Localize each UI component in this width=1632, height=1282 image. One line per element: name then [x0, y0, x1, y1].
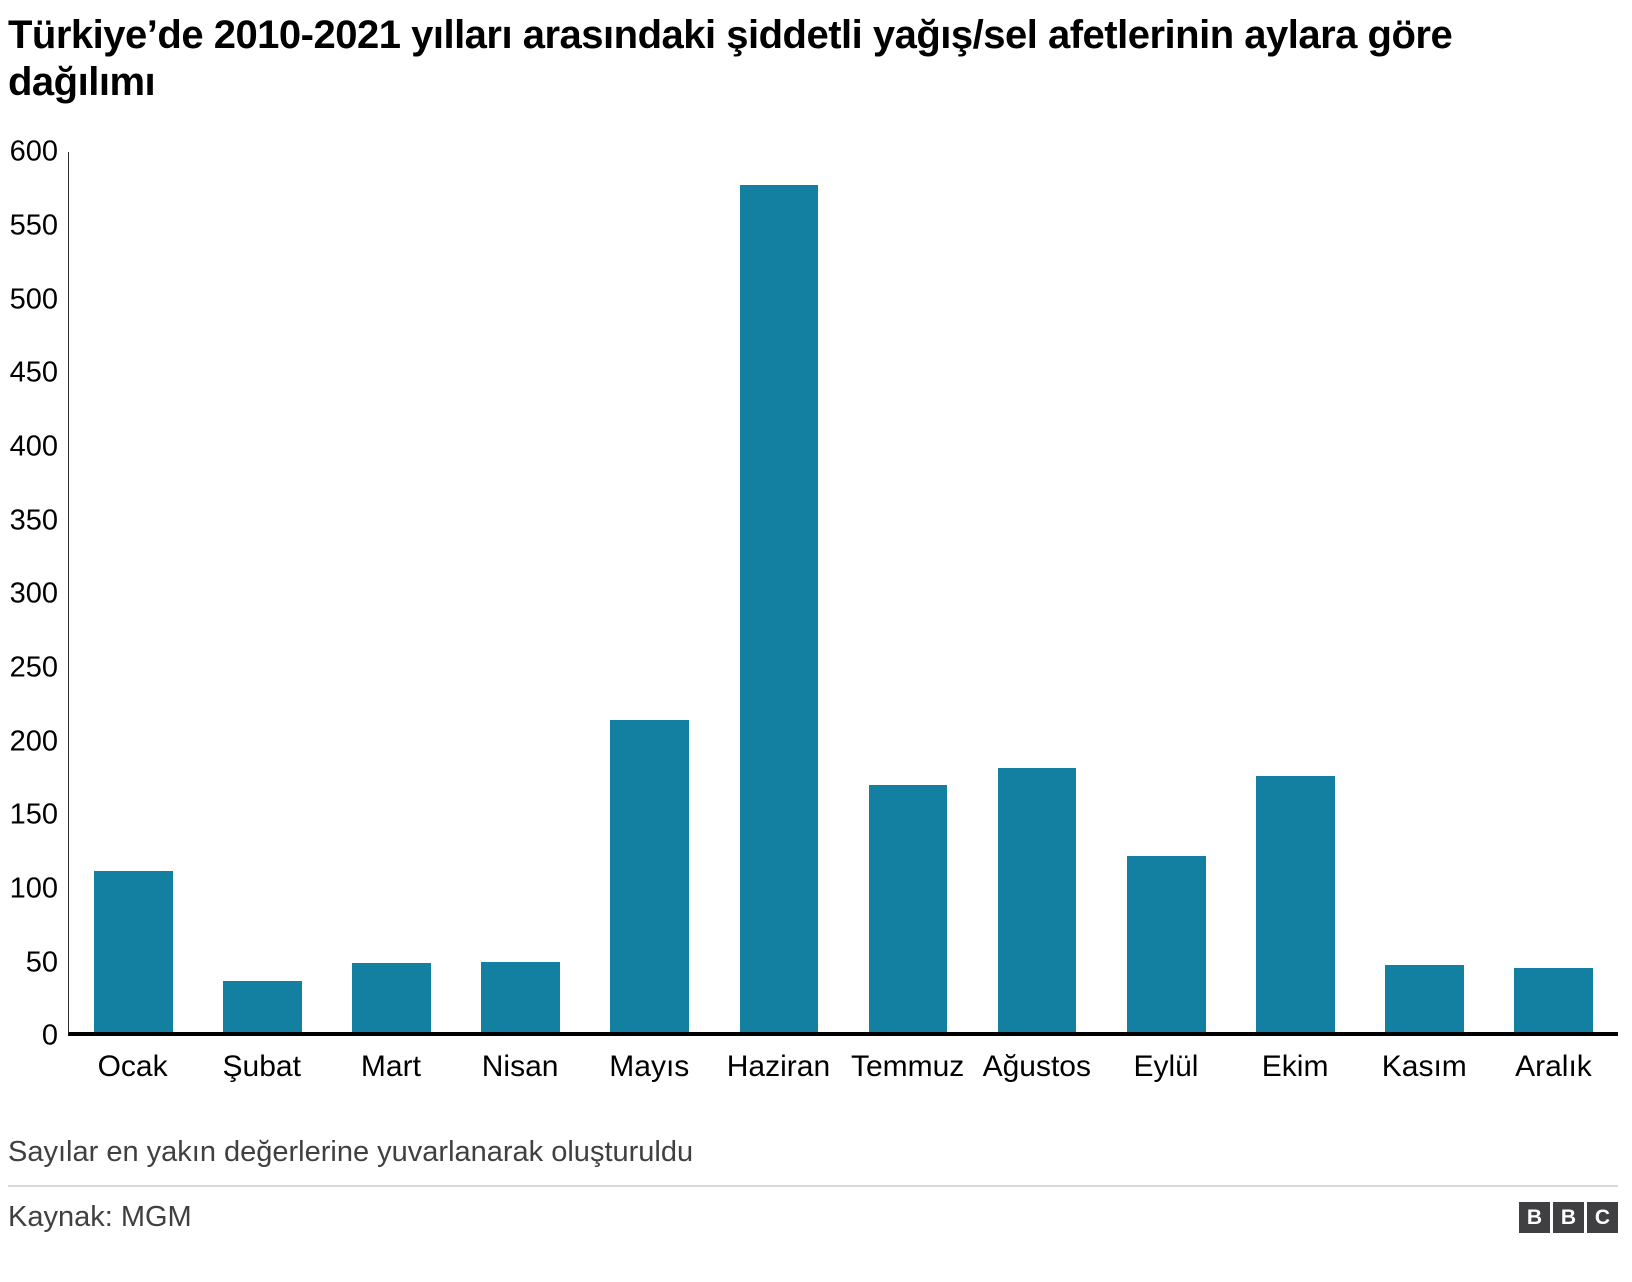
chart-title: Türkiye’de 2010-2021 yılları arasındaki …: [8, 13, 1453, 105]
x-axis-label: Nisan: [481, 1050, 559, 1084]
y-axis: 0 50 100 150 200 250 300 350 400 450 500 550 600: [8, 137, 68, 1050]
x-axis-labels: Ocak Şubat Mart Nisan Mayıs Haziran Temmuz Ağus…: [68, 1050, 1618, 1084]
bar: [610, 719, 690, 1033]
divider: [8, 1185, 1618, 1188]
y-axis-tick-label: 300: [9, 577, 58, 610]
bar-slot: [1102, 152, 1231, 1033]
y-axis-tick-label: 500: [9, 283, 58, 316]
bar: [868, 784, 948, 1033]
bar-slot: [69, 152, 198, 1033]
y-axis-tick-label: 550: [9, 209, 58, 242]
x-axis-label: Ağustos: [982, 1050, 1091, 1084]
bar-slot: [1360, 152, 1489, 1033]
y-axis-tick-label: 100: [9, 872, 58, 905]
source-label: Kaynak: MGM: [8, 1201, 192, 1234]
bar: [352, 963, 432, 1033]
bar-slot: [585, 152, 714, 1033]
bar: [223, 981, 302, 1033]
bbc-logo-letter: C: [1587, 1202, 1618, 1234]
footer: Kaynak: MGM B B C: [8, 1201, 1618, 1234]
y-axis-tick-label: 450: [9, 356, 58, 389]
x-axis-label: Temmuz: [850, 1050, 965, 1084]
y-axis-tick-label: 250: [9, 651, 58, 684]
x-axis-label: Haziran: [726, 1050, 831, 1084]
bar: [1514, 967, 1593, 1033]
y-axis-tick-label: 0: [41, 1019, 58, 1052]
bar: [739, 184, 819, 1033]
bar-slot: [198, 152, 327, 1033]
x-axis-label: Ekim: [1261, 1050, 1329, 1084]
bar-slot: [456, 152, 585, 1033]
bar-slot: [973, 152, 1102, 1033]
x-axis-label: Ocak: [97, 1050, 168, 1084]
bar-slot: [1231, 152, 1360, 1033]
bar-slot: [1489, 152, 1618, 1033]
bar: [997, 768, 1077, 1033]
y-axis-tick-label: 600: [9, 135, 58, 168]
bars: [69, 152, 1618, 1033]
y-axis-tick-label: 400: [9, 430, 58, 463]
plot-area: [68, 152, 1618, 1037]
bar-slot: [843, 152, 972, 1033]
bbc-logo: B B C: [1519, 1202, 1618, 1234]
bar-chart: 0 50 100 150 200 250 300 350 400 450 500 550 600 Oca…: [8, 137, 1618, 1084]
bbc-logo-letter: B: [1519, 1202, 1550, 1234]
x-axis-label: Aralık: [1515, 1050, 1592, 1084]
x-axis-label: Kasım: [1381, 1050, 1467, 1084]
plot-wrap: Ocak Şubat Mart Nisan Mayıs Haziran Temmuz Ağus…: [68, 152, 1618, 1084]
y-axis-tick-label: 200: [9, 725, 58, 758]
x-axis-label: Şubat: [222, 1050, 301, 1084]
bbc-logo-letter: B: [1553, 1202, 1584, 1234]
x-axis-label: Mayıs: [609, 1050, 690, 1084]
bar: [94, 871, 173, 1033]
bar: [481, 961, 561, 1033]
bar-slot: [714, 152, 843, 1033]
y-axis-tick-label: 50: [25, 946, 58, 979]
bar: [1126, 856, 1206, 1033]
y-axis-ticks: 0 50 100 150 200 250 300 350 400 450 500 550 600: [8, 137, 68, 1050]
x-axis-label: Mart: [360, 1050, 421, 1084]
bar: [1384, 964, 1464, 1033]
y-axis-tick-label: 350: [9, 504, 58, 537]
bar: [1255, 775, 1335, 1033]
y-axis-tick-label: 150: [9, 798, 58, 831]
x-axis-label: Eylül: [1133, 1050, 1199, 1084]
bar-slot: [327, 152, 456, 1033]
chart-footnote: Sayılar en yakın değerlerine yuvarlanara…: [8, 1136, 694, 1169]
